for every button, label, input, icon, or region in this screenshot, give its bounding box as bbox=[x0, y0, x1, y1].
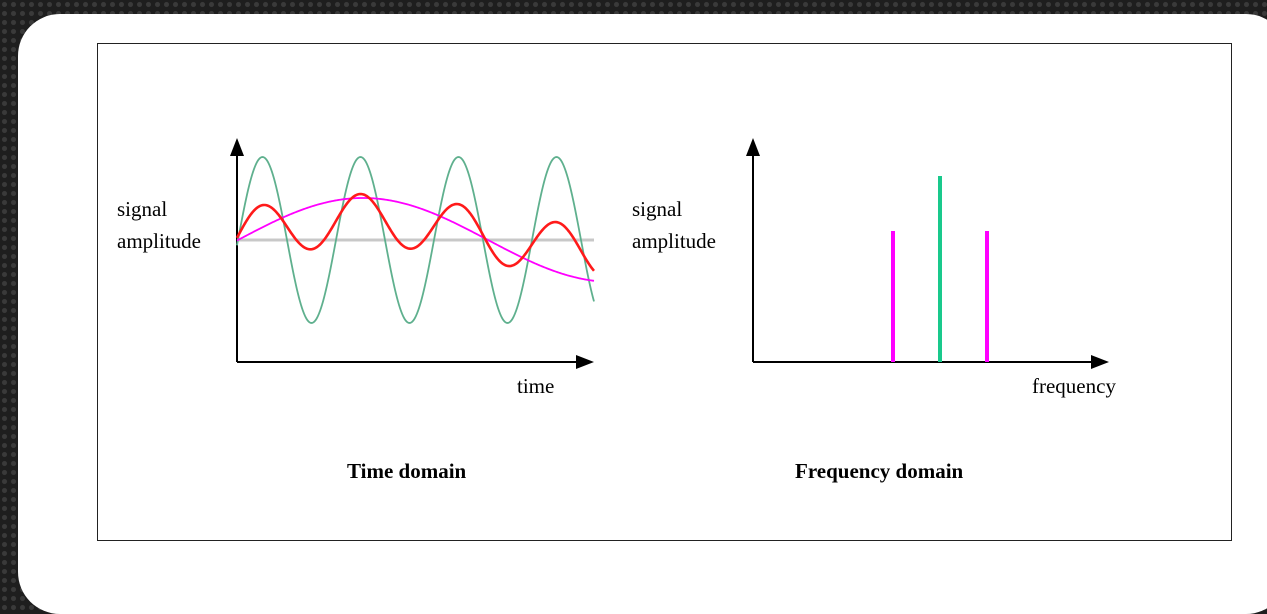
freq-ylabel-signal: signal bbox=[632, 197, 682, 221]
time-domain-panel: signal amplitude time Time domain bbox=[117, 138, 595, 483]
time-xlabel: time bbox=[517, 374, 554, 398]
time-y-arrowhead bbox=[230, 138, 244, 156]
time-domain-title: Time domain bbox=[347, 459, 467, 483]
freq-y-arrowhead bbox=[746, 138, 760, 156]
time-ylabel-signal: signal bbox=[117, 197, 167, 221]
time-ylabel-amplitude: amplitude bbox=[117, 229, 201, 253]
signal-diagram: signal amplitude time Time domain signal… bbox=[117, 138, 1116, 483]
high-frequency-wave bbox=[236, 156, 595, 324]
low-frequency-wave bbox=[236, 197, 595, 282]
figure-frame bbox=[97, 43, 1232, 541]
frequency-domain-title: Frequency domain bbox=[795, 459, 964, 483]
frequency-domain-panel: signal amplitude frequency Frequency dom… bbox=[632, 138, 1116, 483]
freq-ylabel-amplitude: amplitude bbox=[632, 229, 716, 253]
summed-signal-wave bbox=[235, 192, 595, 272]
time-x-arrowhead bbox=[576, 355, 594, 369]
freq-xlabel: frequency bbox=[1032, 374, 1116, 398]
freq-x-arrowhead bbox=[1091, 355, 1109, 369]
